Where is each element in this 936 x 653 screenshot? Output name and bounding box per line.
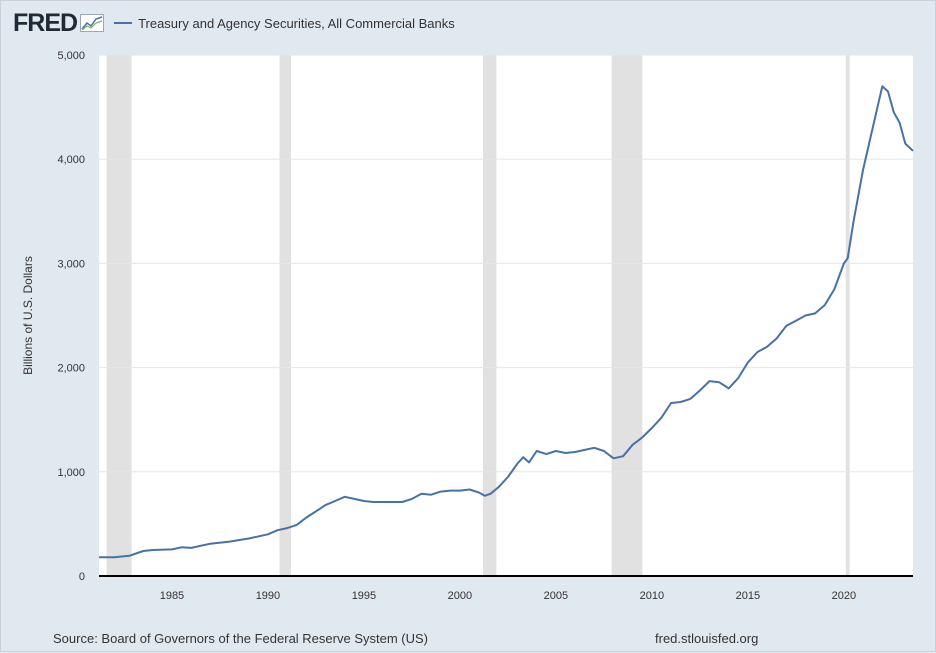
x-tick-label: 1990 — [256, 590, 280, 602]
x-tick-label: 2005 — [544, 590, 568, 602]
x-tick-label: 1985 — [160, 590, 184, 602]
fred-logo-graph-icon — [80, 14, 105, 32]
legend[interactable]: Treasury and Agency Securities, All Comm… — [114, 16, 455, 31]
recession-band — [106, 55, 132, 576]
y-tick-label: 2,000 — [57, 363, 85, 375]
x-tick-label: 2020 — [832, 590, 856, 602]
x-tick-label: 1995 — [352, 590, 376, 602]
series-layer — [99, 85, 914, 559]
y-tick-label: 5,000 — [57, 50, 85, 62]
y-tick-label: 0 — [79, 571, 85, 583]
recession-band — [845, 55, 850, 576]
x-tick-label: 2015 — [736, 590, 760, 602]
source-url[interactable]: fred.stlouisfed.org — [655, 631, 759, 646]
x-tick-label: 2000 — [448, 590, 472, 602]
recession-band — [482, 55, 497, 576]
chart-header: FRED Treasury and Agency Securities, All… — [13, 9, 455, 37]
y-tick-label: 1,000 — [57, 467, 85, 479]
y-axis-ticks: 0 1,000 2,000 3,000 4,000 5,000 — [57, 50, 85, 583]
x-axis-ticks: 1985 1990 1995 2000 2005 2010 2015 2020 — [160, 590, 856, 602]
recession-band — [611, 55, 643, 576]
x-tick-label: 2010 — [640, 590, 664, 602]
gridlines — [99, 54, 913, 473]
plot-area — [99, 55, 913, 576]
recession-band — [279, 55, 291, 576]
y-tick-label: 3,000 — [57, 258, 85, 270]
series-line[interactable] — [99, 85, 914, 559]
source-note: Source: Board of Governors of the Federa… — [53, 631, 428, 646]
y-tick-label: 4,000 — [57, 154, 85, 166]
legend-label: Treasury and Agency Securities, All Comm… — [138, 15, 455, 31]
fred-logo[interactable]: FRED — [13, 8, 78, 37]
recession-shading — [106, 55, 850, 576]
y-axis-title: Billions of U.S. Dollars — [21, 256, 35, 375]
legend-swatch — [114, 22, 133, 24]
